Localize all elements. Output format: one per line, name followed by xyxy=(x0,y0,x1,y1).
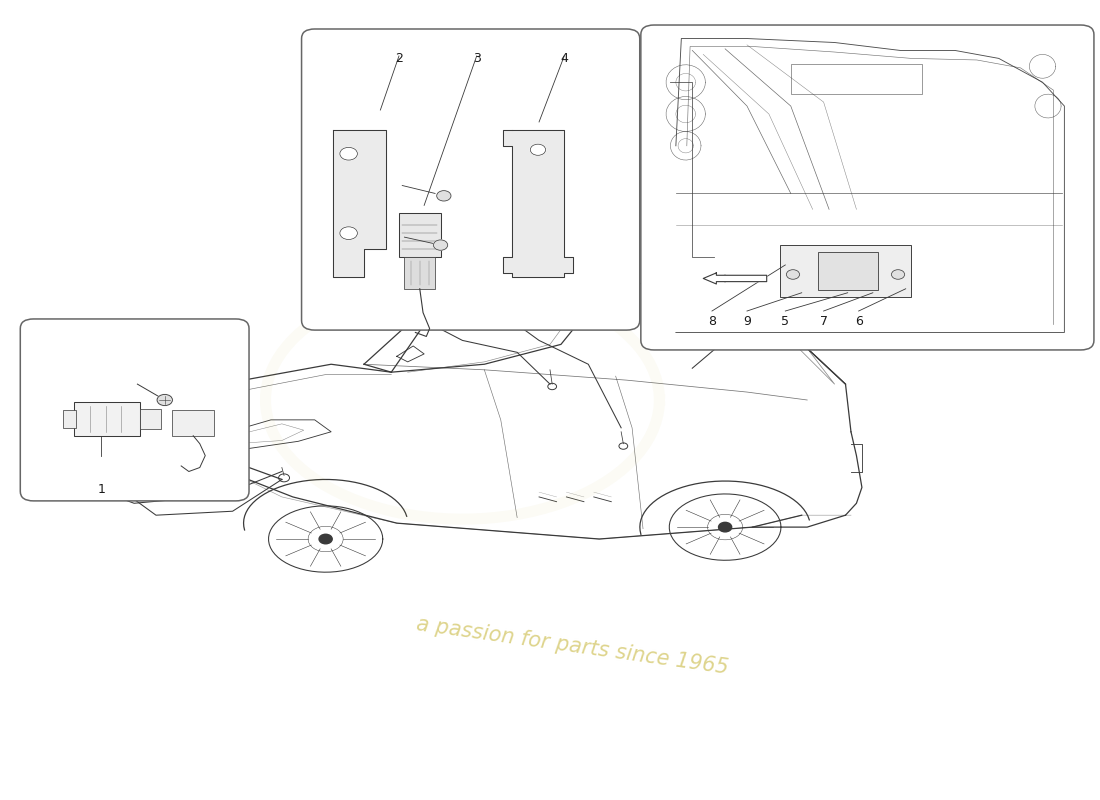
Bar xyxy=(63,410,76,428)
Text: 6: 6 xyxy=(855,315,862,328)
Circle shape xyxy=(340,227,358,239)
Polygon shape xyxy=(703,273,767,284)
Circle shape xyxy=(530,144,546,155)
Circle shape xyxy=(891,270,904,279)
Circle shape xyxy=(433,240,448,250)
Circle shape xyxy=(340,147,358,160)
Text: 4: 4 xyxy=(560,52,569,65)
FancyBboxPatch shape xyxy=(301,29,640,330)
Bar xyxy=(140,409,162,430)
Text: 2: 2 xyxy=(395,52,403,65)
Bar xyxy=(74,402,140,436)
FancyBboxPatch shape xyxy=(20,319,249,501)
Polygon shape xyxy=(333,130,386,277)
Circle shape xyxy=(319,534,332,544)
Bar xyxy=(780,245,911,297)
Circle shape xyxy=(437,190,451,201)
Bar xyxy=(791,64,922,94)
Bar xyxy=(173,410,214,436)
Text: 9: 9 xyxy=(744,315,751,328)
Text: 7: 7 xyxy=(820,315,827,328)
Bar xyxy=(399,214,441,257)
FancyBboxPatch shape xyxy=(641,25,1093,350)
Circle shape xyxy=(718,522,732,532)
Text: 1: 1 xyxy=(97,482,106,496)
Circle shape xyxy=(786,270,800,279)
Polygon shape xyxy=(503,130,573,277)
Text: 8: 8 xyxy=(708,315,716,328)
Text: a passion for parts since 1965: a passion for parts since 1965 xyxy=(415,614,729,678)
Text: 3: 3 xyxy=(473,52,481,65)
Bar xyxy=(818,252,878,290)
Text: 5: 5 xyxy=(781,315,790,328)
Bar xyxy=(405,257,436,289)
Circle shape xyxy=(157,394,173,406)
